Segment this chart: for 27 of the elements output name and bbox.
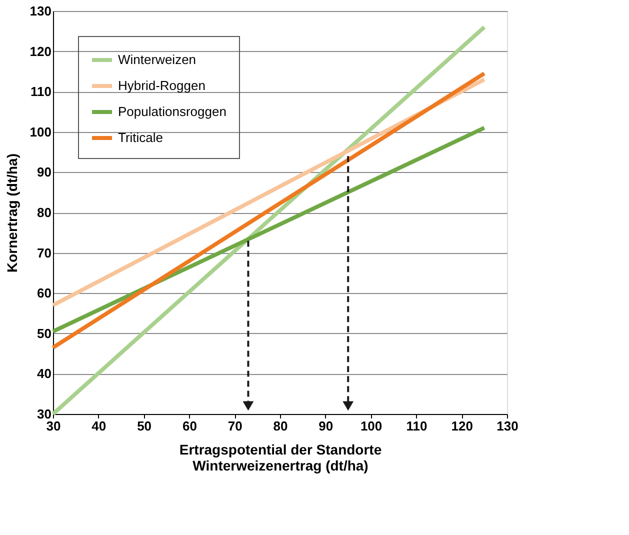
y-tick-label: 90 [37,164,52,180]
y-tick-label: 110 [30,84,52,100]
x-tick-label: 70 [228,418,242,434]
x-tick-label: 120 [451,418,473,434]
x-tick-label: 40 [92,418,106,434]
y-axis-title: Kornertrag (dt/ha) [4,154,20,272]
y-tick-label: 30 [37,406,52,422]
x-tick-label: 110 [406,418,428,434]
legend-label: Populationsroggen [118,104,226,119]
y-tick-label: 120 [30,44,52,59]
legend-label: Hybrid-Roggen [118,78,206,93]
y-tick-label: 100 [30,124,52,140]
x-axis-title: Ertragspotential der Standorte Winterweizenertrag (dt/ha) [179,442,382,474]
legend-label: Triticale [118,130,164,145]
y-tick-label: 40 [37,366,52,382]
x-tick-label: 130 [496,418,518,434]
y-tick-label: 70 [37,245,52,260]
y-tick-label: 130 [30,4,52,18]
y-tick-label: 60 [37,286,52,301]
legend-label: Winterweizen [118,52,196,67]
y-tick-label: 80 [37,205,52,220]
x-tick-label: 80 [273,418,288,434]
y-tick-label: 50 [37,326,52,341]
x-tick-label: 50 [137,418,152,434]
x-tick-label: 90 [318,418,334,434]
x-tick-label: 100 [360,418,382,434]
x-tick-label: 60 [182,418,197,434]
